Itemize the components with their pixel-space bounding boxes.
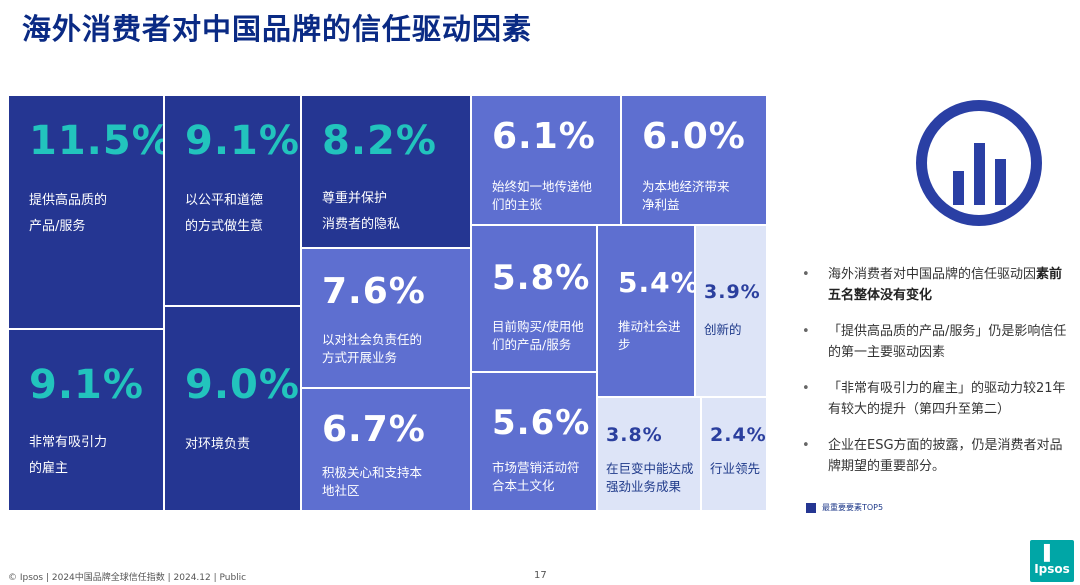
note-item: • 海外消费者对中国品牌的信任驱动因素前五名整体没有变化 bbox=[802, 267, 1063, 303]
tile-value: 2.4% bbox=[710, 424, 767, 446]
treemap-tile: 8.2% 尊重并保护 消费者的隐私 bbox=[301, 95, 471, 248]
tile-label: 积极关心和支持本 地社区 bbox=[322, 465, 423, 498]
tile-value: 6.1% bbox=[492, 116, 596, 157]
treemap-tile: 6.7% 积极关心和支持本 地社区 bbox=[301, 388, 471, 511]
treemap-tile: 6.0% 为本地经济带来 净利益 bbox=[621, 95, 767, 225]
tile-label: 目前购买/使用他 们的产品/服务 bbox=[492, 319, 584, 352]
ipsos-logo: ▌ Ipsos bbox=[1030, 540, 1074, 582]
tile-value: 11.5% bbox=[29, 118, 164, 164]
notes-list: • 海外消费者对中国品牌的信任驱动因素前五名整体没有变化 • 「提供高品质的产品/服… bbox=[800, 264, 1075, 492]
tile-value: 6.0% bbox=[642, 116, 746, 157]
tile-value: 9.1% bbox=[185, 118, 300, 164]
tile-label: 非常有吸引力 的雇主 bbox=[29, 435, 108, 476]
treemap-tile: 6.1% 始终如一地传递他 们的主张 bbox=[471, 95, 621, 225]
page-title: 海外消费者对中国品牌的信任驱动因素 bbox=[22, 12, 533, 46]
tile-label: 对环境负责 bbox=[185, 437, 251, 452]
note-item: • 「非常有吸引力的雇主」的驱动力较21年有较大的提升（第四升至第二） bbox=[802, 381, 1066, 417]
page-number: 17 bbox=[534, 570, 547, 581]
tile-label: 以公平和道德 的方式做生意 bbox=[185, 193, 264, 234]
treemap-tile: 9.1% 以公平和道德 的方式做生意 bbox=[164, 95, 301, 306]
tile-value: 5.8% bbox=[492, 258, 591, 298]
tile-label: 以对社会负责任的 方式开展业务 bbox=[322, 332, 423, 365]
footer-text: © Ipsos | 2024中国品牌全球信任指数 | 2024.12 | Pub… bbox=[8, 573, 247, 583]
tile-value: 9.1% bbox=[29, 362, 144, 408]
tile-label: 在巨变中能达成 强劲业务成果 bbox=[606, 461, 694, 494]
tile-label: 始终如一地传递他 们的主张 bbox=[492, 179, 593, 212]
treemap-tile: 9.1% 非常有吸引力 的雇主 bbox=[8, 329, 164, 511]
treemap-tile: 3.8% 在巨变中能达成 强劲业务成果 bbox=[597, 397, 701, 511]
tile-value: 3.9% bbox=[704, 281, 761, 303]
tile-value: 8.2% bbox=[322, 118, 437, 164]
tile-label: 行业领先 bbox=[710, 461, 761, 476]
tile-value: 5.4% bbox=[618, 266, 695, 299]
tile-label: 尊重并保护 消费者的隐私 bbox=[322, 191, 401, 232]
note-item: • 企业在ESG方面的披露，仍是消费者对品牌期望的重要部分。 bbox=[802, 438, 1063, 474]
treemap-tile: 11.5% 提供高品质的 产品/服务 bbox=[8, 95, 164, 329]
tile-label: 推动社会进步 bbox=[618, 319, 681, 352]
legend: 最重要要素TOP5 bbox=[806, 502, 883, 513]
tile-value: 9.0% bbox=[185, 362, 300, 408]
tile-label: 市场营销活动符 合本土文化 bbox=[492, 460, 580, 493]
treemap-tile: 9.0% 对环境负责 bbox=[164, 306, 301, 511]
tile-label: 提供高品质的 产品/服务 bbox=[29, 193, 108, 234]
treemap-tile: 2.4% 行业领先 bbox=[701, 397, 767, 511]
tile-value: 3.8% bbox=[606, 424, 663, 446]
treemap-tile: 5.4% 推动社会进步 bbox=[597, 225, 695, 397]
legend-swatch bbox=[806, 502, 816, 513]
legend-label: 最重要要素TOP5 bbox=[822, 503, 884, 512]
tile-value: 6.7% bbox=[322, 409, 426, 450]
tile-label: 为本地经济带来 净利益 bbox=[642, 179, 730, 212]
tile-value: 5.6% bbox=[492, 403, 591, 443]
tile-value: 7.6% bbox=[322, 271, 426, 312]
treemap-tile: 3.9% 创新的 bbox=[695, 225, 767, 397]
treemap-tile: 5.6% 市场营销活动符 合本土文化 bbox=[471, 372, 597, 511]
tile-label: 创新的 bbox=[704, 322, 742, 337]
note-item: • 「提供高品质的产品/服务」仍是影响信任的第一主要驱动因素 bbox=[802, 324, 1067, 360]
bar-chart-icon bbox=[916, 100, 1042, 226]
treemap-tile: 7.6% 以对社会负责任的 方式开展业务 bbox=[301, 248, 471, 388]
treemap-tile: 5.8% 目前购买/使用他 们的产品/服务 bbox=[471, 225, 597, 372]
